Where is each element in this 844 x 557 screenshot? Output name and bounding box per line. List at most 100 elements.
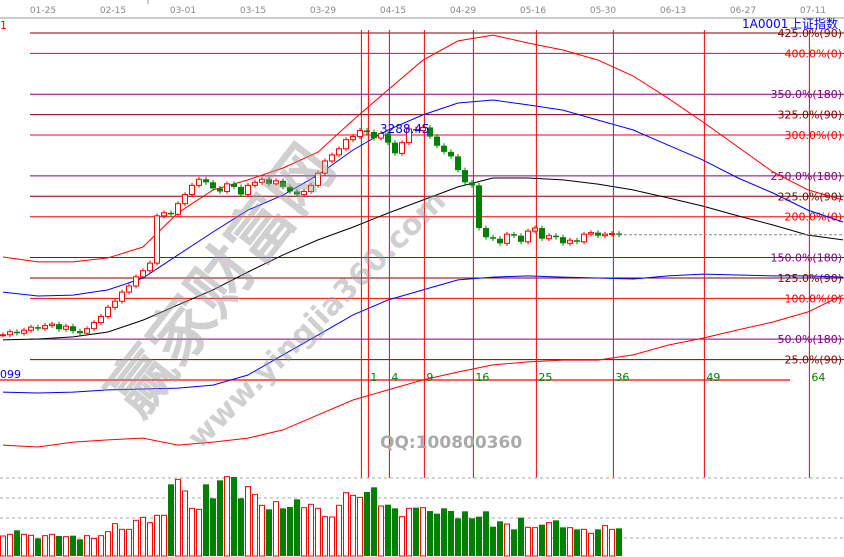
candle-body-down [560,237,566,244]
candle-body-down [413,128,419,131]
fib-time-label: 64 [811,371,825,384]
volume-bar-up [189,507,195,557]
volume-bar-down [616,528,622,556]
volume-bar-up [252,493,258,557]
candle-body-down [371,132,377,139]
watermark-qq: QQ:100800360 [380,433,522,453]
candle-body-down [35,327,41,329]
candle-body-up [252,181,258,186]
volume-bar-down [413,507,419,556]
volume-bar-down [217,480,223,556]
date-tick: 03-15 [240,6,266,16]
candle-body-down [168,212,174,215]
volume-bar-down [518,517,524,556]
volume-bar-up [567,527,573,557]
candle-body-up [245,184,251,196]
symbol-code: 1A0001 [742,17,788,31]
volume-bar-up [315,507,321,557]
volume-bar-up [336,504,342,557]
envelope-curve [2,273,844,394]
volume-bar-up [343,492,349,557]
candle-body-up [0,334,6,337]
low-price-label: 099 [0,368,21,381]
volume-bar-down [595,529,601,556]
volume-bar-up [42,535,48,557]
date-tick: 03-29 [310,6,336,16]
candle-body-up [259,178,265,183]
volume-bar-up [126,528,132,557]
candle-body-up [350,136,356,141]
candle-body-up [140,270,146,278]
candle-body-down [539,228,545,239]
volume-bar-up [329,516,335,557]
candle-body-up [273,180,279,185]
volume-bar-up [7,533,13,557]
volume-bar-down [455,518,461,556]
envelope-curve [2,294,844,448]
candle-body-down [266,179,272,184]
candle-body-up [329,154,335,162]
fib-time-label: 25 [538,371,552,384]
volume-bar-down [441,508,447,556]
volume-bar-down [238,498,244,556]
candle-body-up [161,212,167,217]
candle-body-up [308,184,314,192]
candle-body-down [392,142,398,154]
volume-bar-down [434,513,440,556]
volume-bar-down [469,518,475,556]
volume-bar-up [224,476,230,557]
volume-bar-down [280,508,286,556]
volume-bar-down [294,499,300,556]
volume-bar-up [245,486,251,557]
candle-body-up [525,230,531,243]
candle-body-down [210,182,216,189]
volume-bar-down [168,484,174,556]
candle-body-up [546,235,552,240]
candle-body-down [385,133,391,143]
volume-bar-down [77,539,83,556]
volume-bar-up [420,507,426,557]
candle-body-up [322,160,328,174]
fib-time-label: 9 [426,371,433,384]
volume-bar-up [98,535,104,557]
volume-bar-down [231,477,237,556]
volume-bar-up [119,528,125,557]
high-price-label: 3288.45 [380,122,430,136]
candle-body-down [476,185,482,229]
volume-bar-up [161,514,167,557]
volume-bar-up [609,528,615,557]
volume-bar-down [35,538,41,556]
candle-body-down [70,326,76,332]
level-label: 400.0%(0) [784,47,842,60]
volume-bar-up [273,501,279,557]
candle-body-down [511,234,517,236]
volume-bar-up [588,532,594,557]
volume-bar-down [476,516,482,556]
candle-body-down [77,331,83,334]
volume-bar-up [532,527,538,557]
volume-bar-down [203,484,209,556]
candle-body-down [455,156,461,171]
volume-bar-up [399,516,405,557]
level-label: 150.0%(180) [770,252,842,265]
volume-bar-up [581,528,587,557]
date-tick: 05-16 [520,6,546,16]
watermark-logo: 赢家财富网 [94,132,349,430]
candle-body-up [98,315,104,324]
volume-bar-up [21,533,27,557]
symbol-name: 上证指数 [790,16,838,31]
volume-bar-up [28,534,34,557]
volume-bar-up [84,535,90,557]
volume-bar-down [70,535,76,556]
level-label: 300.0%(0) [784,129,842,142]
candle-body-up [357,129,363,138]
volume-bar-up [308,503,314,557]
volume-bar-up [49,533,55,557]
volume-bar-up [322,516,328,557]
candle-body-up [196,178,202,186]
volume-bar-up [182,490,188,557]
volume-bar-down [560,527,566,556]
indicator-label: 1 [0,19,7,32]
volume-bar-down [553,520,559,556]
